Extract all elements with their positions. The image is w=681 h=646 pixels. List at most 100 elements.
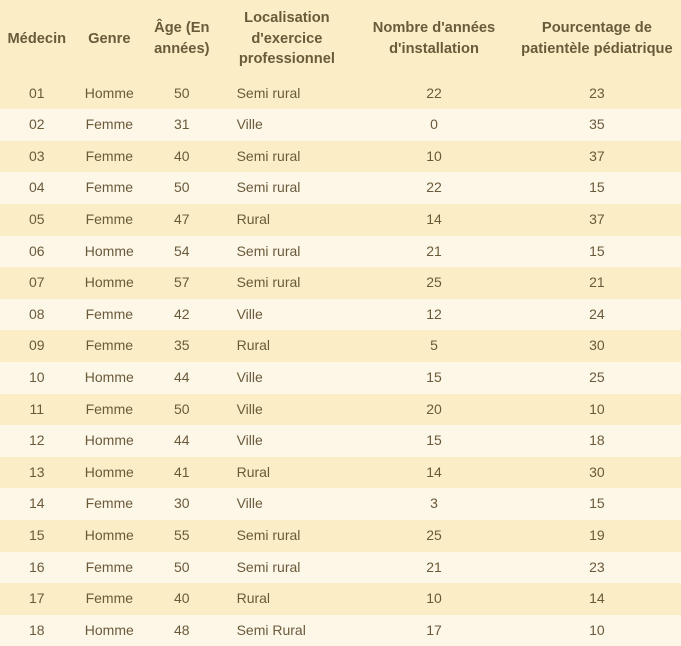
cell-genre: Femme bbox=[74, 204, 145, 236]
cell-genre: Femme bbox=[74, 583, 145, 615]
cell-genre: Homme bbox=[74, 236, 145, 268]
doctors-table-body: 01Homme50Semi rural222302Femme31Ville035… bbox=[0, 78, 681, 646]
cell-pct: 24 bbox=[513, 299, 681, 331]
cell-genre: Femme bbox=[74, 299, 145, 331]
cell-loc: Semi rural bbox=[219, 520, 356, 552]
cell-genre: Homme bbox=[74, 520, 145, 552]
cell-annees: 17 bbox=[355, 615, 513, 646]
cell-age: 54 bbox=[145, 236, 219, 268]
cell-pct: 25 bbox=[513, 362, 681, 394]
cell-loc: Rural bbox=[219, 330, 356, 362]
cell-medecin: 02 bbox=[0, 109, 74, 141]
cell-age: 50 bbox=[145, 172, 219, 204]
doctors-table: Médecin Genre Âge (En années) Localisati… bbox=[0, 0, 681, 646]
cell-pct: 10 bbox=[513, 615, 681, 646]
table-row: 16Femme50Semi rural2123 bbox=[0, 552, 681, 584]
cell-age: 47 bbox=[145, 204, 219, 236]
cell-genre: Femme bbox=[74, 394, 145, 426]
table-row: 07Homme57Semi rural2521 bbox=[0, 267, 681, 299]
cell-genre: Femme bbox=[74, 109, 145, 141]
cell-genre: Homme bbox=[74, 78, 145, 110]
cell-loc: Semi Rural bbox=[219, 615, 356, 646]
table-row: 09Femme35Rural530 bbox=[0, 330, 681, 362]
cell-annees: 14 bbox=[355, 457, 513, 489]
cell-pct: 19 bbox=[513, 520, 681, 552]
cell-pct: 18 bbox=[513, 425, 681, 457]
table-row: 10Homme44Ville1525 bbox=[0, 362, 681, 394]
cell-loc: Rural bbox=[219, 204, 356, 236]
table-row: 05Femme47Rural1437 bbox=[0, 204, 681, 236]
cell-pct: 35 bbox=[513, 109, 681, 141]
cell-medecin: 05 bbox=[0, 204, 74, 236]
table-row: 11Femme50Ville2010 bbox=[0, 394, 681, 426]
cell-age: 50 bbox=[145, 78, 219, 110]
cell-loc: Ville bbox=[219, 299, 356, 331]
cell-loc: Semi rural bbox=[219, 141, 356, 173]
cell-genre: Femme bbox=[74, 330, 145, 362]
cell-medecin: 03 bbox=[0, 141, 74, 173]
cell-loc: Rural bbox=[219, 457, 356, 489]
cell-pct: 23 bbox=[513, 78, 681, 110]
cell-annees: 15 bbox=[355, 362, 513, 394]
cell-loc: Semi rural bbox=[219, 236, 356, 268]
table-row: 04Femme50Semi rural2215 bbox=[0, 172, 681, 204]
cell-annees: 3 bbox=[355, 488, 513, 520]
cell-annees: 15 bbox=[355, 425, 513, 457]
cell-genre: Femme bbox=[74, 488, 145, 520]
cell-medecin: 07 bbox=[0, 267, 74, 299]
doctors-table-wrap: Médecin Genre Âge (En années) Localisati… bbox=[0, 0, 681, 646]
cell-pct: 30 bbox=[513, 457, 681, 489]
cell-pct: 37 bbox=[513, 141, 681, 173]
cell-age: 31 bbox=[145, 109, 219, 141]
cell-genre: Homme bbox=[74, 615, 145, 646]
cell-annees: 25 bbox=[355, 520, 513, 552]
cell-medecin: 11 bbox=[0, 394, 74, 426]
cell-annees: 14 bbox=[355, 204, 513, 236]
cell-genre: Femme bbox=[74, 552, 145, 584]
cell-genre: Homme bbox=[74, 457, 145, 489]
cell-age: 44 bbox=[145, 425, 219, 457]
table-row: 12Homme44Ville1518 bbox=[0, 425, 681, 457]
cell-loc: Ville bbox=[219, 394, 356, 426]
table-row: 08Femme42Ville1224 bbox=[0, 299, 681, 331]
cell-age: 50 bbox=[145, 394, 219, 426]
cell-age: 57 bbox=[145, 267, 219, 299]
cell-medecin: 10 bbox=[0, 362, 74, 394]
cell-annees: 5 bbox=[355, 330, 513, 362]
cell-genre: Homme bbox=[74, 362, 145, 394]
table-row: 02Femme31Ville035 bbox=[0, 109, 681, 141]
cell-annees: 10 bbox=[355, 583, 513, 615]
cell-age: 41 bbox=[145, 457, 219, 489]
cell-pct: 23 bbox=[513, 552, 681, 584]
cell-loc: Semi rural bbox=[219, 267, 356, 299]
col-header-annees: Nombre d'années d'installation bbox=[355, 0, 513, 78]
cell-age: 30 bbox=[145, 488, 219, 520]
cell-genre: Homme bbox=[74, 267, 145, 299]
cell-age: 44 bbox=[145, 362, 219, 394]
table-row: 14Femme30Ville315 bbox=[0, 488, 681, 520]
cell-loc: Ville bbox=[219, 488, 356, 520]
table-row: 03Femme40Semi rural1037 bbox=[0, 141, 681, 173]
cell-pct: 15 bbox=[513, 172, 681, 204]
cell-age: 48 bbox=[145, 615, 219, 646]
cell-medecin: 08 bbox=[0, 299, 74, 331]
cell-age: 50 bbox=[145, 552, 219, 584]
cell-loc: Ville bbox=[219, 362, 356, 394]
cell-medecin: 12 bbox=[0, 425, 74, 457]
cell-age: 40 bbox=[145, 583, 219, 615]
cell-loc: Ville bbox=[219, 425, 356, 457]
cell-loc: Semi rural bbox=[219, 78, 356, 110]
cell-pct: 37 bbox=[513, 204, 681, 236]
cell-pct: 15 bbox=[513, 236, 681, 268]
cell-annees: 10 bbox=[355, 141, 513, 173]
cell-loc: Semi rural bbox=[219, 172, 356, 204]
cell-annees: 20 bbox=[355, 394, 513, 426]
cell-medecin: 09 bbox=[0, 330, 74, 362]
cell-medecin: 15 bbox=[0, 520, 74, 552]
col-header-genre: Genre bbox=[74, 0, 145, 78]
table-row: 15Homme55Semi rural2519 bbox=[0, 520, 681, 552]
cell-pct: 14 bbox=[513, 583, 681, 615]
cell-medecin: 16 bbox=[0, 552, 74, 584]
cell-age: 40 bbox=[145, 141, 219, 173]
cell-medecin: 13 bbox=[0, 457, 74, 489]
